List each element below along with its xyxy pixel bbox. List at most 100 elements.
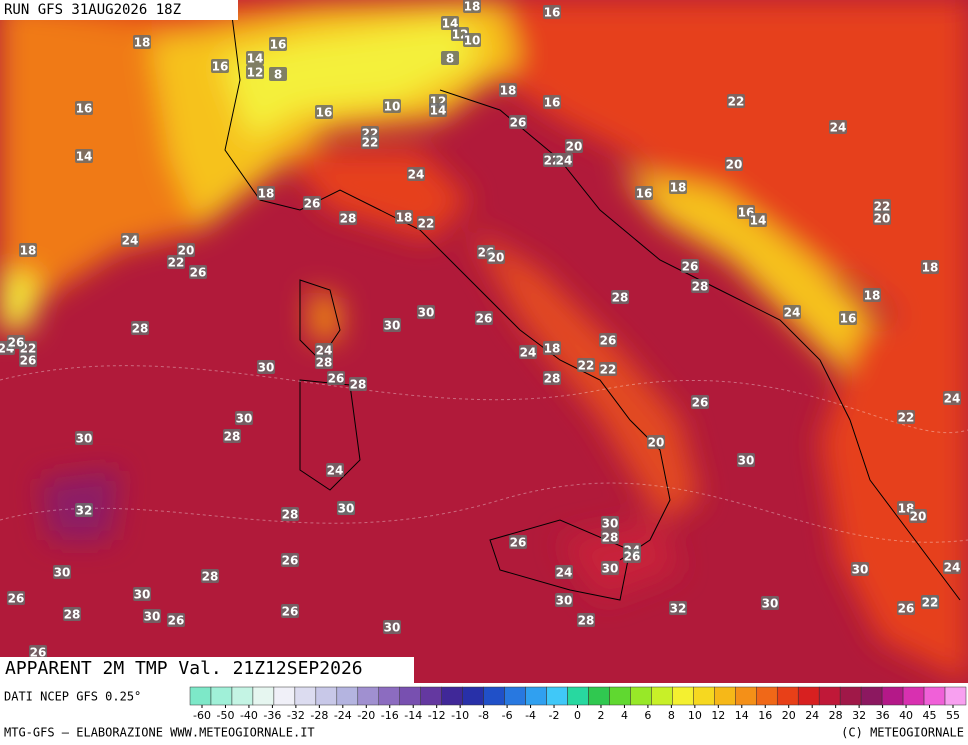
temp-label: 28 [350,378,367,392]
colorbar-tick-label: 28 [829,709,843,722]
colorbar-cell [399,686,421,706]
temp-label: 30 [384,319,401,333]
label-box [75,431,93,445]
temp-label: 24 [316,344,333,358]
value-labels: 1816161412816141824202226283030283032283… [0,0,961,660]
temp-label: 26 [8,592,25,606]
temp-label: 26 [600,334,617,348]
temp-label: 16 [840,312,857,326]
label-box [509,115,527,129]
temp-label: 30 [54,566,71,580]
label-box [611,290,629,304]
label-box [623,549,641,563]
temp-label: 26 [624,550,641,564]
label-box [315,343,333,357]
label-box [691,395,709,409]
label-box [75,101,93,115]
temp-label: 16 [212,60,229,74]
colorbar-tick-label: 45 [923,709,937,722]
label-box [543,371,561,385]
colorbar-cell [567,686,589,706]
temp-label: 24 [784,306,801,320]
colorbar-cell [441,686,463,706]
label-box [131,321,149,335]
label-box [167,255,185,269]
temp-label: 30 [338,502,355,516]
label-box [647,435,665,449]
colorbar-tick-label: -50 [216,709,234,722]
label-box [909,509,927,523]
label-box [326,463,344,477]
temp-label: 26 [282,554,299,568]
label-box [519,345,537,359]
label-box [599,333,617,347]
temp-label: 16 [636,187,653,201]
label-box [339,211,357,225]
colorbar-tick-label: -2 [549,709,560,722]
temp-label: 14 [247,52,264,66]
temp-label: 26 [682,260,699,274]
colorbar-tick-label: 12 [711,709,725,722]
colorbar-cell [944,686,967,706]
label-box [167,613,185,627]
temp-label: 18 [544,342,561,356]
temp-label: 26 [476,312,493,326]
temp-label: 30 [258,361,275,375]
colorbar-cell [609,686,631,706]
temp-label: 14 [430,104,447,118]
source-label: DATI NCEP GFS 0.25° [4,690,141,704]
label-box [669,180,687,194]
temp-label: 30 [556,594,573,608]
colorbar-cell [525,686,547,706]
colorbar-cell [483,686,505,706]
temp-label: 20 [726,158,743,172]
temp-label: 26 [510,116,527,130]
label-box [475,311,493,325]
colorbar-tick-label: 32 [852,709,866,722]
temp-label: 16 [316,106,333,120]
label-box [499,83,517,97]
label-box [921,260,939,274]
label-box [53,565,71,579]
colorbar-cell [839,686,862,706]
label-box [543,341,561,355]
label-box [133,587,151,601]
label-box [383,620,401,634]
colorbar-tick-label: -60 [193,709,211,722]
colorbar-cell [252,686,275,706]
temp-label: 8 [274,68,282,82]
temp-label: 26 [168,614,185,628]
colorbar-tick-label: -6 [502,709,513,722]
temp-label: 30 [76,432,93,446]
colorbar-cell [714,686,736,706]
label-box [246,51,264,65]
temp-label: 20 [566,140,583,154]
label-box [407,167,425,181]
label-box [943,391,961,405]
label-box [246,65,264,79]
label-box [337,501,355,515]
label-box [577,613,595,627]
colorbar-tick-label: 40 [899,709,913,722]
temp-label: 22 [418,217,435,231]
temp-label: 26 [898,602,915,616]
temp-label: 18 [464,0,481,14]
label-box [429,103,447,117]
temp-label: 22 [168,256,185,270]
label-box [669,601,687,615]
colorbar-cell [630,686,652,706]
colorbar-cell [651,686,673,706]
colorbar-cell [693,686,715,706]
label-box [839,311,857,325]
colorbar-tick-label: -28 [310,709,328,722]
colorbar-tick-label: 24 [805,709,819,722]
label-box [543,5,561,19]
label-box [565,139,583,153]
temp-label: 24 [327,464,344,478]
label-box [601,561,619,575]
temp-label: 10 [464,34,481,48]
colorbar-cell [923,686,946,706]
temp-label: 28 [602,531,619,545]
label-box [19,353,37,367]
label-box [863,288,881,302]
